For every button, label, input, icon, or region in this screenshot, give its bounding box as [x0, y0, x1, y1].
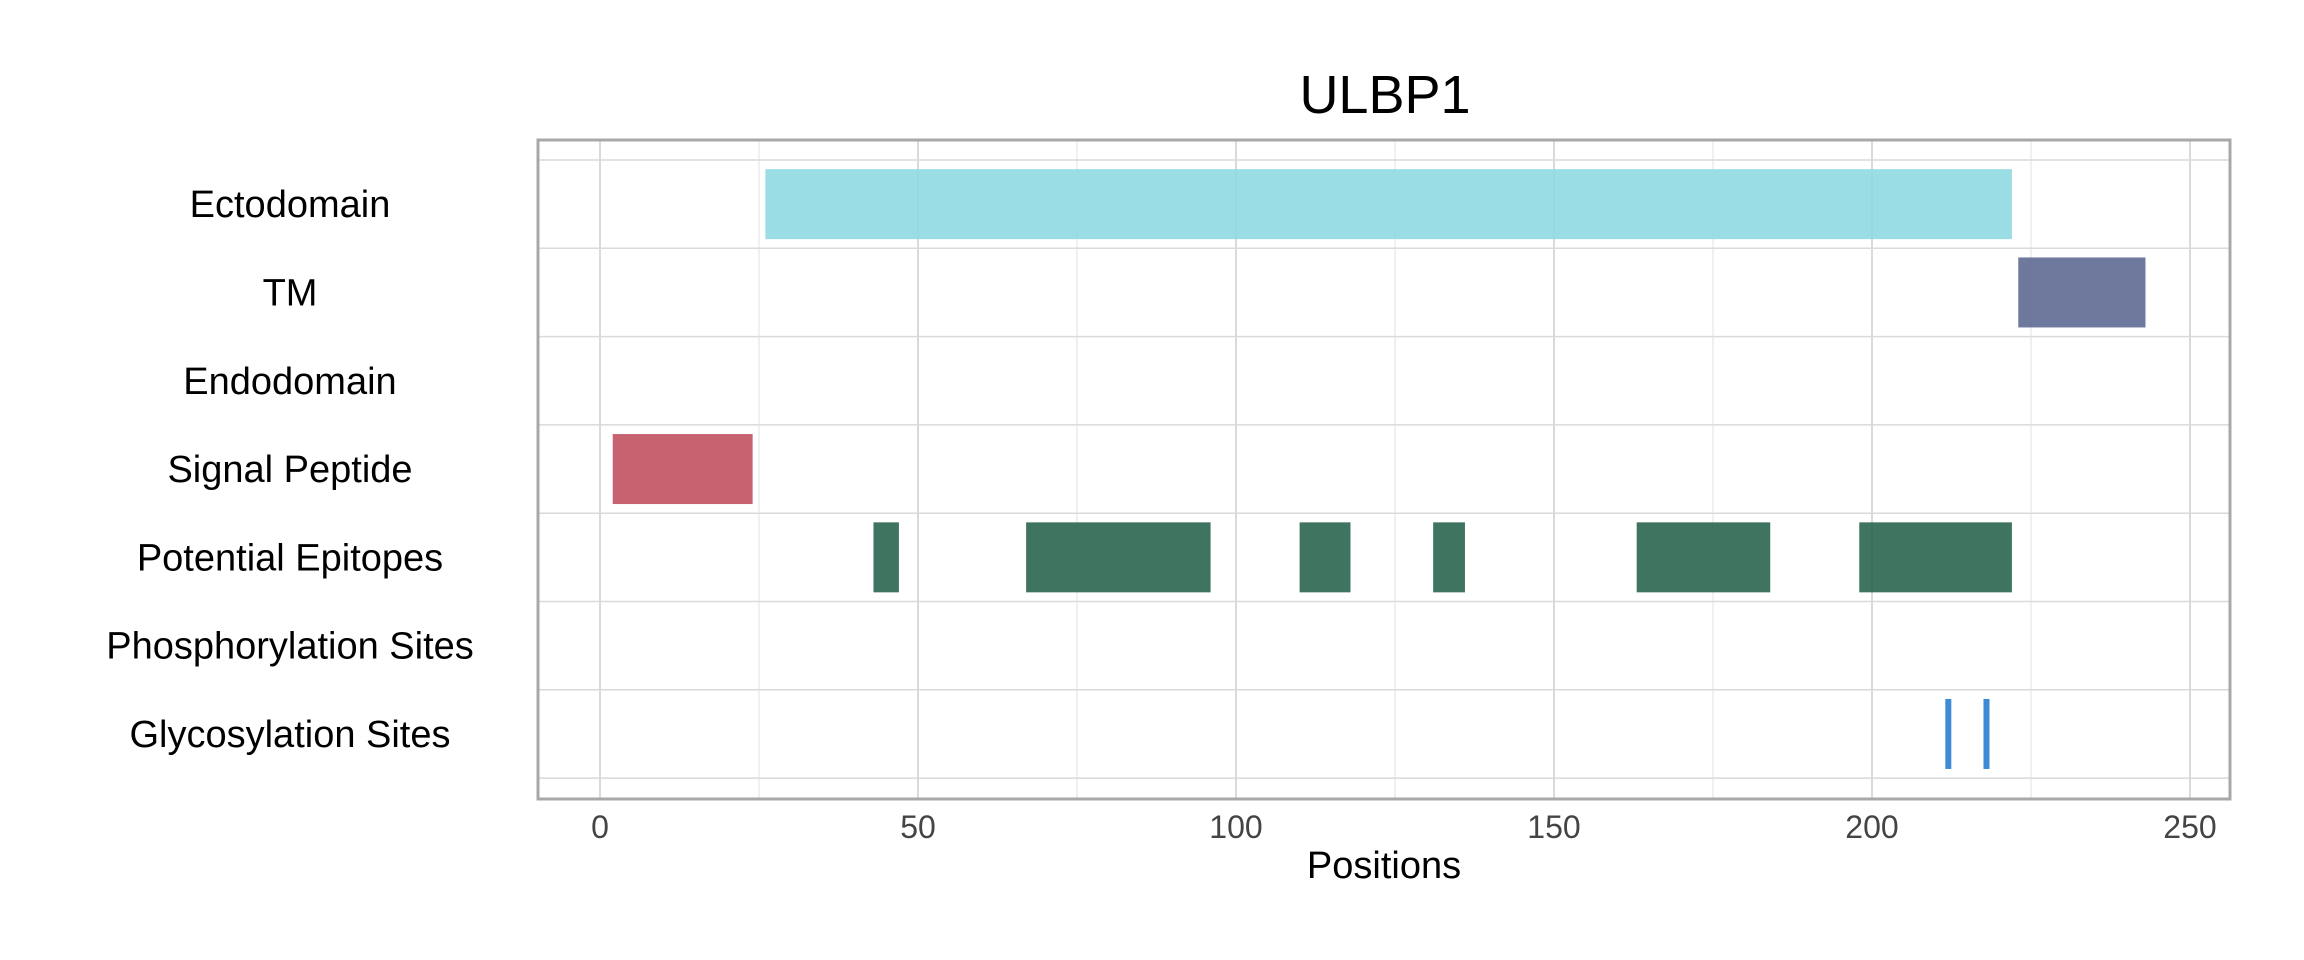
- category-label: Potential Epitopes: [137, 537, 443, 579]
- x-tick-label: 100: [1209, 809, 1262, 845]
- plot-frame: [536, 138, 2232, 801]
- site-mark: [1983, 698, 1990, 769]
- x-axis-ticks: 0 50 100 150 200 250: [591, 809, 2217, 845]
- range-bar: [2018, 257, 2146, 328]
- range-bar: [1299, 522, 1351, 593]
- range-bar: [873, 522, 899, 593]
- category-labels: Ectodomain TM Endodomain Signal Peptide Pote…: [106, 184, 474, 756]
- site-mark: [1945, 698, 1952, 769]
- plot-marks: [612, 169, 2146, 769]
- category-label: TM: [263, 272, 318, 314]
- range-bar: [612, 434, 753, 505]
- category-label: Endodomain: [183, 361, 396, 403]
- x-tick-label: 150: [1527, 809, 1580, 845]
- range-bar: [1433, 522, 1465, 593]
- x-tick-label: 50: [900, 809, 936, 845]
- x-tick-label: 200: [1845, 809, 1898, 845]
- range-bar: [1859, 522, 2012, 593]
- range-bar: [1026, 522, 1211, 593]
- range-bar: [1636, 522, 1771, 593]
- category-label: Signal Peptide: [167, 449, 412, 491]
- x-tick-label: 0: [591, 809, 609, 845]
- chart-title: ULBP1: [1299, 65, 1470, 125]
- x-axis-label: Positions: [1307, 845, 1461, 887]
- category-label: Glycosylation Sites: [129, 714, 450, 756]
- x-tick-label: 250: [2163, 809, 2216, 845]
- category-label: Ectodomain: [190, 184, 391, 226]
- grid: [538, 140, 2230, 799]
- category-label: Phosphorylation Sites: [106, 626, 474, 668]
- range-bar: [765, 169, 2012, 240]
